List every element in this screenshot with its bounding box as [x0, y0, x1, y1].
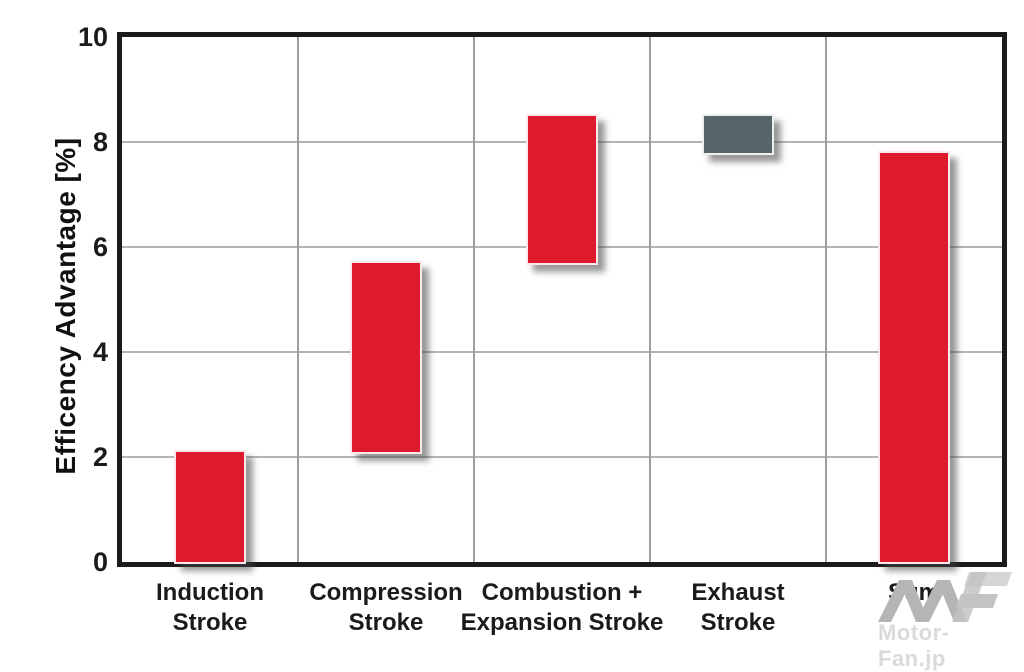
y-tick-label-2: 2 [92, 442, 108, 472]
x-category-label-sum: Sum [887, 579, 940, 606]
y-tick-label-0: 0 [92, 547, 108, 577]
x-category-label-exhaust-stroke: Exhaust Stroke [691, 579, 785, 636]
bar-combustion-expansion-stroke [526, 113, 598, 265]
efficiency-advantage-chart: Efficency Advantage [%] 0 2 4 6 8 10 Inductio… [50, 22, 1012, 671]
plot-frame [117, 32, 1007, 567]
gridline-vertical-2 [473, 37, 475, 562]
bar-sum [878, 150, 950, 564]
x-category-label-compression-stroke: Compression Stroke [309, 579, 463, 636]
gridline-horizontal-4 [122, 351, 1002, 353]
bar-exhaust-stroke [702, 113, 774, 155]
y-tick-label-10: 10 [77, 22, 108, 52]
x-category-label-induction-stroke: Induction Stroke [156, 579, 264, 636]
watermark-label: Motor-Fan.jp [878, 620, 950, 671]
x-category-label-combustion-expansion-stroke: Combustion + Expansion Stroke [460, 579, 664, 636]
gridline-vertical-1 [297, 37, 299, 562]
y-tick-label-8: 8 [92, 127, 108, 157]
gridline-horizontal-2 [122, 456, 1002, 458]
plot-area [122, 37, 1002, 564]
bar-compression-stroke [350, 260, 422, 454]
gridline-vertical-4 [825, 37, 827, 562]
gridline-vertical-3 [649, 37, 651, 562]
y-tick-label-6: 6 [92, 232, 108, 262]
y-tick-label-4: 4 [92, 337, 108, 367]
bar-induction-stroke [174, 449, 246, 564]
